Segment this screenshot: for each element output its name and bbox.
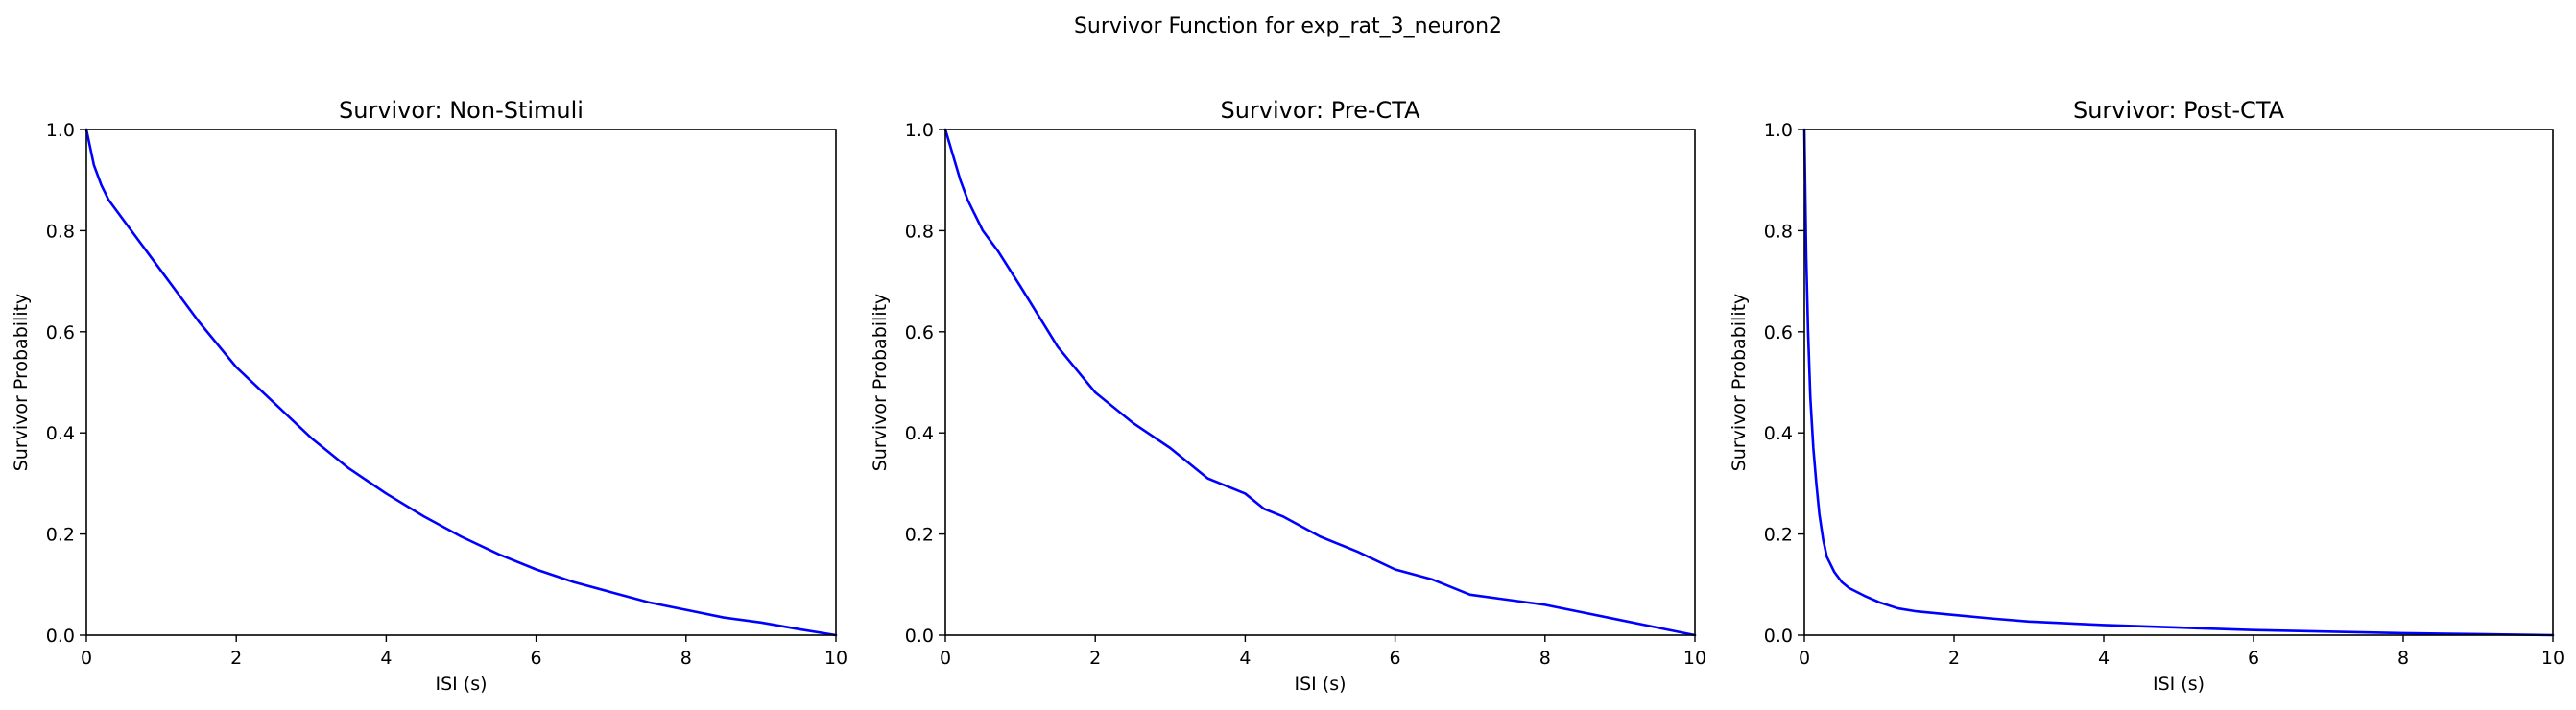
axes-frame bbox=[1803, 129, 2554, 636]
x-tick-label: 0 bbox=[81, 648, 92, 669]
x-axis-label: ISI (s) bbox=[435, 674, 487, 695]
x-tick-label: 10 bbox=[1683, 648, 1706, 669]
x-tick-label: 0 bbox=[940, 648, 951, 669]
y-tick-label: 0.8 bbox=[46, 221, 75, 242]
y-tick-label: 0.2 bbox=[905, 525, 934, 546]
y-axis-label: Survivor Probability bbox=[11, 294, 32, 472]
x-tick-label: 2 bbox=[230, 648, 242, 669]
y-tick-label: 1.0 bbox=[905, 120, 934, 141]
x-tick-label: 6 bbox=[2248, 648, 2259, 669]
chart-panel-2: Survivor: Pre-CTA 0 2 4 6 8 10 0.0 0.2 0.4 0.6 0.8 1… bbox=[870, 97, 1706, 695]
x-tick-label: 10 bbox=[824, 648, 847, 669]
y-tick-label: 0.2 bbox=[1764, 525, 1793, 546]
chart-panel-3: Survivor: Post-CTA 0 2 4 6 8 10 0.0 0.2 0.4 0.6 0.8… bbox=[1729, 97, 2564, 695]
x-tick-label: 2 bbox=[1089, 648, 1101, 669]
chart-panels: Survivor: Non-Stimuli 0 2 4 6 8 10 0.0 0.2 0.4 0.6… bbox=[11, 97, 2564, 695]
survivor-curve bbox=[943, 128, 1697, 637]
x-tick-label: 8 bbox=[680, 648, 692, 669]
x-tick-label: 0 bbox=[1799, 648, 1810, 669]
chart-title: Survivor: Post-CTA bbox=[2073, 97, 2285, 124]
axes-frame bbox=[85, 129, 837, 636]
x-tick-label: 6 bbox=[531, 648, 542, 669]
y-tick-label: 0.8 bbox=[905, 221, 934, 242]
y-tick-label: 0.0 bbox=[1764, 626, 1793, 647]
figure-title: Survivor Function for exp_rat_3_neuron2 bbox=[1074, 14, 1502, 38]
y-tick-label: 0.2 bbox=[46, 525, 75, 546]
y-tick-label: 0.6 bbox=[46, 322, 75, 343]
y-axis-label: Survivor Probability bbox=[870, 294, 891, 472]
x-tick-label: 8 bbox=[1539, 648, 1551, 669]
y-tick-label: 0.8 bbox=[1764, 221, 1793, 242]
x-tick-label: 6 bbox=[1390, 648, 1401, 669]
y-tick-label: 0.6 bbox=[1764, 322, 1793, 343]
survivor-curve bbox=[1802, 128, 2555, 637]
y-tick-label: 0.4 bbox=[46, 423, 75, 444]
x-tick-label: 4 bbox=[380, 648, 392, 669]
survivor-curve bbox=[84, 128, 838, 637]
y-tick-label: 0.4 bbox=[905, 423, 934, 444]
y-tick-label: 0.4 bbox=[1764, 423, 1793, 444]
y-axis-label: Survivor Probability bbox=[1729, 294, 1750, 472]
x-axis-label: ISI (s) bbox=[2153, 674, 2205, 695]
chart-title: Survivor: Non-Stimuli bbox=[339, 97, 584, 124]
x-tick-label: 10 bbox=[2541, 648, 2564, 669]
x-tick-label: 4 bbox=[1239, 648, 1251, 669]
x-axis-label: ISI (s) bbox=[1294, 674, 1346, 695]
y-tick-label: 0.0 bbox=[46, 626, 75, 647]
y-tick-label: 0.6 bbox=[905, 322, 934, 343]
chart-title: Survivor: Pre-CTA bbox=[1220, 97, 1420, 124]
axes-frame bbox=[944, 129, 1696, 636]
y-tick-label: 1.0 bbox=[46, 120, 75, 141]
y-tick-label: 0.0 bbox=[905, 626, 934, 647]
y-tick-label: 1.0 bbox=[1764, 120, 1793, 141]
chart-panel-1: Survivor: Non-Stimuli 0 2 4 6 8 10 0.0 0.2 0.4 0.6… bbox=[11, 97, 847, 695]
x-tick-label: 2 bbox=[1948, 648, 1960, 669]
x-tick-label: 8 bbox=[2397, 648, 2409, 669]
x-tick-label: 4 bbox=[2098, 648, 2110, 669]
